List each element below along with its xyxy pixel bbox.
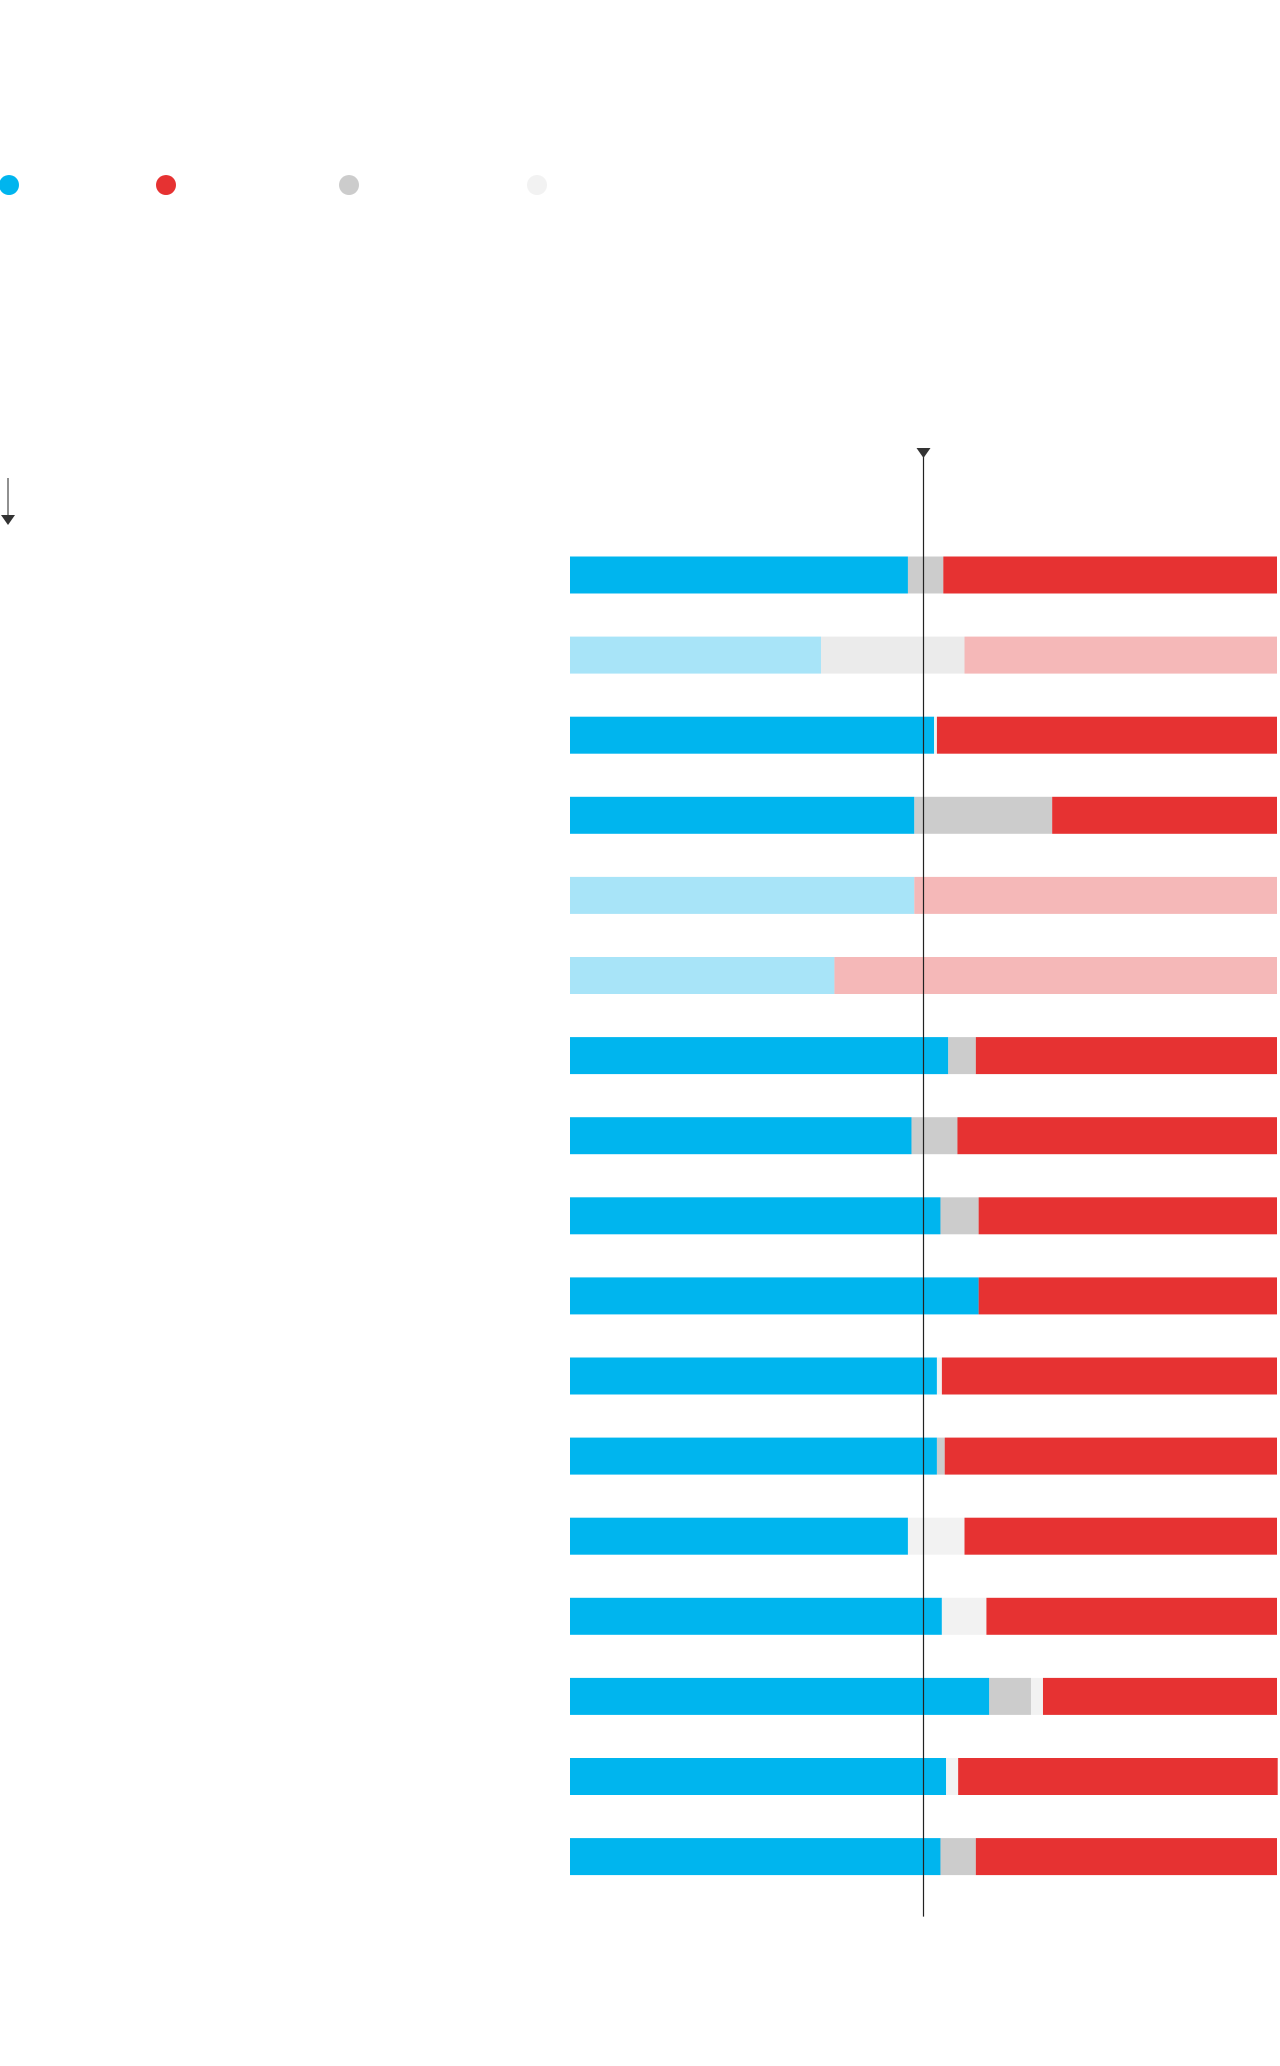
legend-swatch — [527, 175, 547, 195]
bar-segment — [570, 1277, 979, 1315]
bar-segment — [986, 1597, 1277, 1635]
bar-segment — [570, 876, 915, 914]
bar-segment — [570, 1037, 949, 1075]
bar-segment — [914, 876, 1277, 914]
bar-segment — [570, 1517, 908, 1555]
bar-segment — [820, 636, 965, 674]
bar-segment — [948, 1037, 976, 1075]
bar-segment — [834, 957, 1277, 994]
bar-segment — [936, 1437, 945, 1475]
bar-segment — [975, 1838, 1277, 1876]
bar-segment — [570, 1117, 912, 1155]
bar-segment — [958, 1758, 1278, 1795]
bar-segment — [1052, 796, 1277, 834]
bar-segment — [957, 1117, 1277, 1155]
bar-segment — [936, 1357, 942, 1395]
legend-swatch — [339, 175, 359, 195]
bar-segment — [941, 1357, 1277, 1395]
bar-segment — [570, 1838, 941, 1876]
legend-swatch — [0, 175, 19, 195]
bar-segment — [975, 1037, 1277, 1075]
bar-segment — [907, 556, 944, 594]
bar-segment — [914, 796, 1053, 834]
bar-segment — [964, 636, 1277, 674]
bar-segment — [940, 1197, 979, 1235]
bar-segment — [570, 556, 908, 594]
bar-segment — [936, 716, 1277, 754]
bar-segment — [989, 1677, 1031, 1715]
bar-segment — [907, 1517, 965, 1555]
bar-segment — [934, 716, 937, 754]
bar-segment — [570, 1437, 937, 1475]
bar-segment — [978, 1277, 1277, 1315]
bar-segment — [978, 1197, 1277, 1235]
legend-swatch — [156, 175, 176, 195]
bar-segment — [1030, 1677, 1043, 1715]
bar-segment — [570, 636, 821, 674]
bar-segment — [570, 1677, 990, 1715]
bar-segment — [570, 1357, 937, 1395]
bar-segment — [943, 556, 1277, 594]
bar-segment — [944, 1437, 1277, 1475]
bar-segment — [940, 1838, 976, 1876]
bar-segment — [941, 1597, 987, 1635]
bar-segment — [570, 796, 915, 834]
reference-marker — [916, 448, 931, 458]
bar-segment — [946, 1758, 959, 1795]
bar-segment — [570, 957, 835, 994]
sort-arrow-head — [1, 515, 15, 525]
bar-segment — [570, 1758, 947, 1795]
bar-segment — [570, 716, 935, 754]
bar-segment — [964, 1517, 1277, 1555]
bar-segment — [1042, 1677, 1277, 1715]
bar-segment — [570, 1197, 941, 1235]
bar-segment — [911, 1117, 958, 1155]
bar-segment — [570, 1597, 942, 1635]
